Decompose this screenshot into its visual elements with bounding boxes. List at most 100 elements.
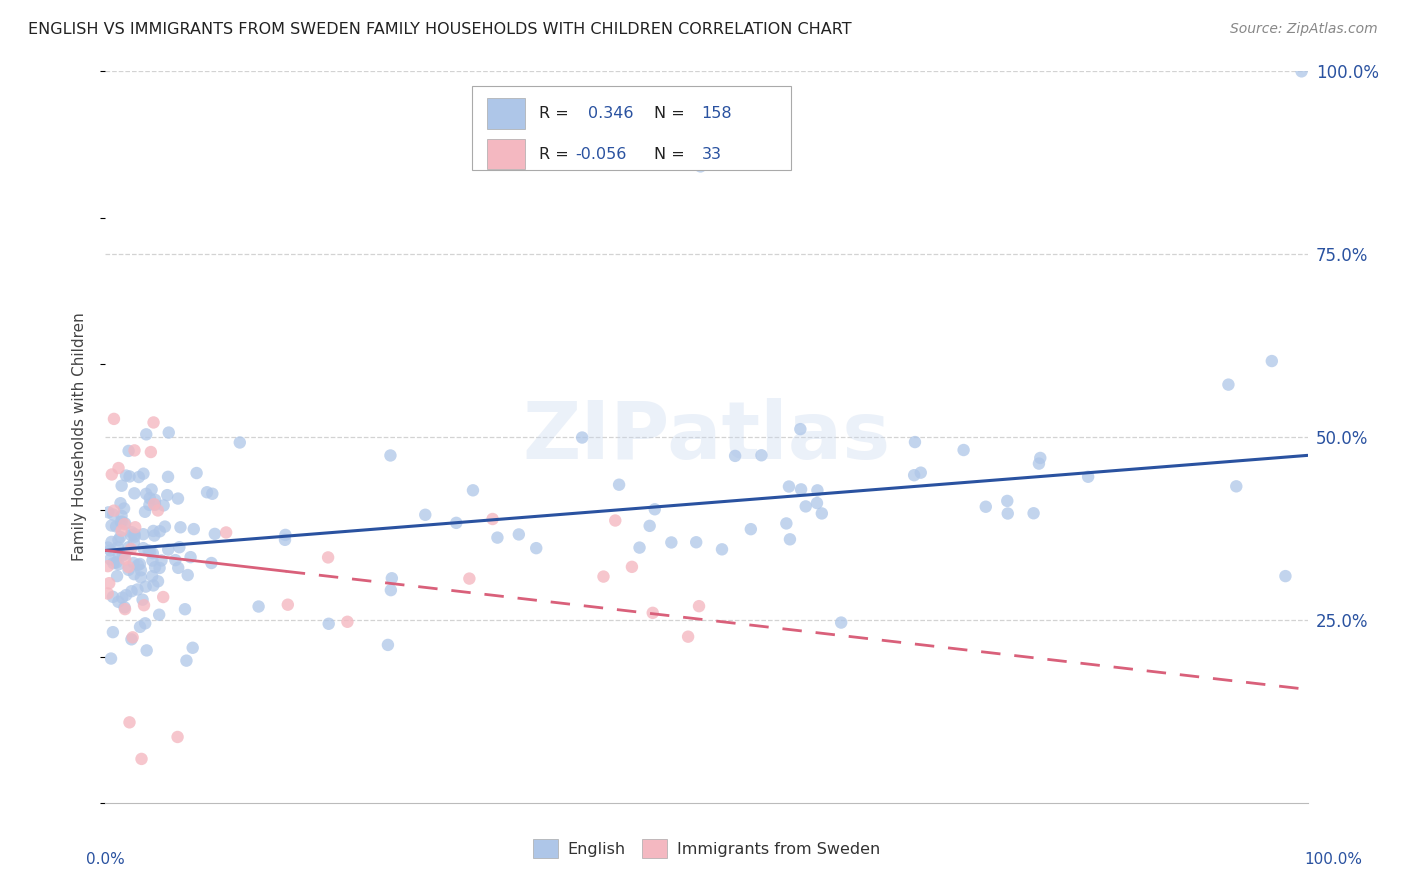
Point (112, 517, 135, 532)
Point (381, 571, 404, 585)
Point (486, 531, 509, 545)
Point (121, 584, 143, 599)
Point (142, 524, 165, 538)
Point (124, 527, 146, 541)
Point (524, 541, 547, 556)
Point (146, 503, 169, 517)
Point (143, 560, 166, 574)
Point (112, 501, 135, 516)
Point (100, 552, 122, 566)
Point (169, 541, 191, 555)
Point (380, 583, 402, 598)
Point (129, 620, 152, 634)
Text: ENGLISH VS IMMIGRANTS FROM SWEDEN FAMILY HOUSEHOLDS WITH CHILDREN CORRELATION CH: ENGLISH VS IMMIGRANTS FROM SWEDEN FAMILY… (28, 22, 852, 37)
Point (778, 479, 800, 493)
Point (153, 519, 176, 533)
Point (204, 527, 226, 541)
Point (132, 527, 155, 541)
Point (229, 435, 252, 450)
Point (108, 548, 131, 562)
Point (481, 512, 503, 526)
Point (122, 535, 145, 549)
Point (1022, 506, 1045, 520)
Point (201, 487, 224, 501)
Point (103, 503, 125, 517)
Point (97, 559, 120, 574)
Point (111, 549, 134, 563)
Point (121, 525, 143, 540)
Point (751, 448, 773, 462)
Point (107, 533, 129, 547)
Point (789, 422, 811, 436)
Point (740, 522, 762, 536)
Point (195, 485, 218, 500)
Point (143, 497, 166, 511)
Point (274, 533, 297, 547)
Point (1291, 64, 1313, 78)
Point (142, 578, 165, 592)
Point (118, 715, 141, 730)
Point (117, 560, 139, 574)
Point (150, 553, 173, 567)
Point (129, 557, 152, 571)
Text: 0.0%: 0.0% (86, 852, 125, 867)
Point (128, 470, 150, 484)
Point (120, 541, 142, 556)
Point (461, 483, 484, 498)
Point (997, 507, 1019, 521)
Point (120, 632, 142, 647)
Point (100, 651, 122, 665)
Text: R =: R = (540, 146, 569, 161)
Point (904, 435, 927, 450)
Point (183, 522, 205, 536)
Point (114, 547, 136, 561)
Bar (486, 98, 524, 129)
Point (1028, 457, 1050, 471)
Text: 0.346: 0.346 (588, 106, 633, 121)
Point (139, 445, 162, 459)
Point (111, 591, 134, 605)
Point (141, 553, 163, 567)
Point (118, 469, 141, 483)
Point (605, 514, 627, 528)
Point (117, 563, 139, 577)
Point (689, 160, 711, 174)
Point (111, 479, 134, 493)
Y-axis label: Family Households with Children: Family Households with Children (72, 313, 87, 561)
Point (101, 625, 124, 640)
Point (790, 483, 813, 497)
Point (135, 643, 157, 657)
Point (105, 519, 128, 533)
Point (458, 572, 481, 586)
Text: N =: N = (654, 106, 685, 121)
Point (110, 515, 132, 529)
Point (107, 558, 129, 572)
Point (380, 449, 402, 463)
Point (638, 519, 661, 533)
Point (200, 556, 222, 570)
Point (110, 508, 132, 523)
Text: N =: N = (654, 146, 685, 161)
Point (157, 425, 180, 440)
Text: ZIPatlas: ZIPatlas (523, 398, 890, 476)
Point (115, 468, 138, 483)
Point (316, 550, 339, 565)
Point (134, 505, 156, 519)
Point (711, 542, 734, 557)
Point (146, 574, 169, 589)
Point (641, 606, 664, 620)
Point (124, 530, 146, 544)
Point (110, 530, 132, 544)
Point (157, 542, 180, 557)
Point (318, 616, 340, 631)
Point (974, 500, 997, 514)
Point (811, 507, 834, 521)
Point (148, 607, 170, 622)
Point (114, 552, 136, 566)
Point (676, 630, 699, 644)
Point (107, 595, 129, 609)
Point (1225, 479, 1247, 493)
Point (143, 498, 166, 512)
Point (98, 576, 121, 591)
Point (134, 616, 156, 631)
